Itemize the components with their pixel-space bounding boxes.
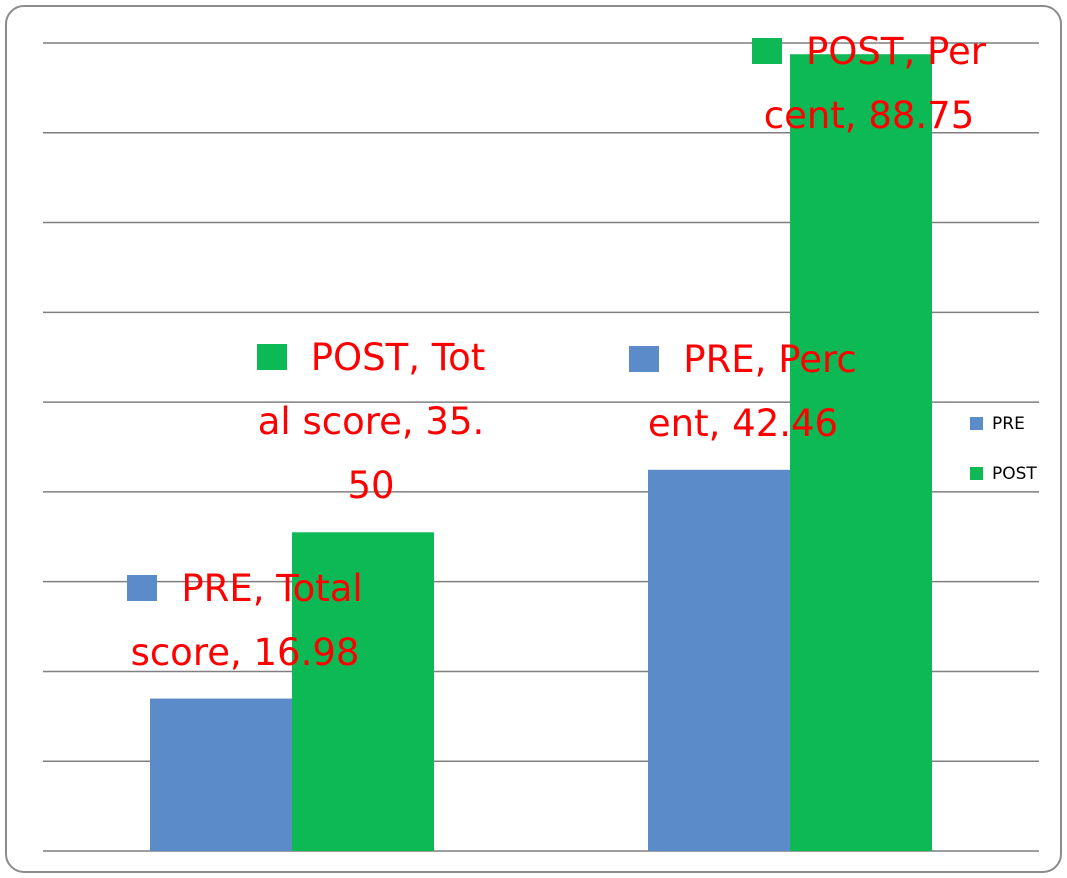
legend-label: POST [992,464,1037,484]
data-label: POST, Total score, 35.50 [246,326,496,518]
data-label-text: PRE, Percent, 42.46 [647,337,857,445]
data-label: POST, Percent, 88.75 [744,20,994,148]
data-label-text: POST, Percent, 88.75 [763,30,986,137]
data-label-key [256,344,287,371]
bar [790,54,932,851]
data-label: PRE, Percent, 42.46 [618,328,868,456]
legend-key [970,417,983,430]
data-label-text: PRE, Total score, 16.98 [130,566,363,674]
bar [292,532,434,851]
data-label: PRE, Total score, 16.98 [120,557,370,685]
data-label-text: POST, Total score, 35.50 [257,336,486,508]
data-label-key [127,574,158,601]
legend-key [970,467,983,480]
data-label-key [751,38,782,64]
legend-label: PRE [992,414,1025,434]
bar [150,698,292,851]
data-label-key [629,345,660,372]
bar [648,469,790,851]
